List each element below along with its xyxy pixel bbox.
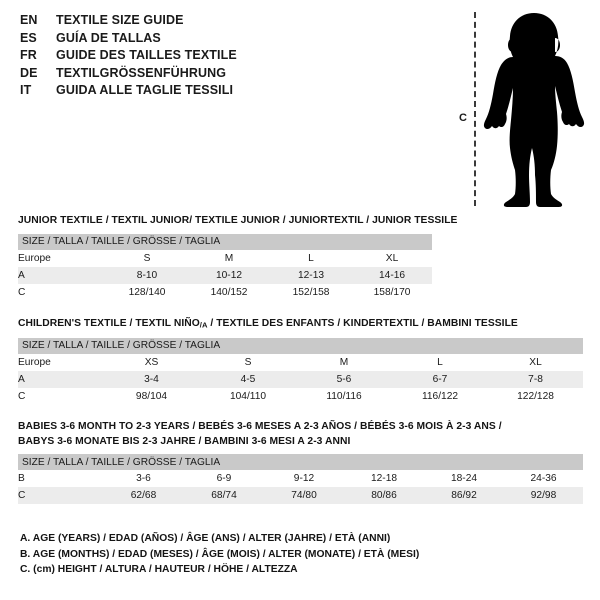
section-title-line2: BABYS 3-6 MONATE BIS 2-3 JAHRE / BAMBINI… — [18, 435, 351, 447]
language-title: GUÍA DE TALLAS — [56, 30, 161, 45]
height-guide-dashed-line — [474, 12, 476, 206]
table-cell: 152/158 — [270, 283, 352, 301]
size-table-junior: SIZE / TALLA / TAILLE / GRÖSSE / TAGLIA … — [18, 233, 433, 301]
size-section-babies: BABIES 3-6 MONTH TO 2-3 YEARS / BEBÉS 3-… — [18, 420, 584, 504]
table-cell: 14-16 — [352, 266, 433, 284]
language-title: TEXTILE SIZE GUIDE — [56, 13, 184, 27]
table-cell: 110/116 — [296, 387, 392, 405]
band-header-label: SIZE / TALLA / TAILLE / GRÖSSE / TAGLIA — [18, 454, 584, 470]
table-cell: 140/152 — [188, 283, 270, 301]
table-cell: 98/104 — [103, 387, 200, 405]
table-cell: 74/80 — [264, 487, 344, 504]
table-cell: 4-5 — [200, 370, 296, 388]
table-cell: M — [296, 353, 392, 371]
table-cell: 116/122 — [392, 387, 488, 405]
section-title: JUNIOR TEXTILE / TEXTIL JUNIOR/ TEXTILE … — [18, 215, 458, 226]
table-cell: XS — [103, 353, 200, 371]
table-band-header: SIZE / TALLA / TAILLE / GRÖSSE / TAGLIA — [18, 454, 584, 470]
language-row-fr: FR GUIDE DES TAILLES TEXTILE — [20, 48, 440, 66]
table-cell: 86/92 — [424, 487, 504, 504]
language-row-it: IT GUIDA ALLE TAGLIE TESSILI — [20, 83, 440, 101]
table-cell: 24-36 — [504, 470, 584, 487]
table-row: Europe S M L XL — [18, 249, 433, 267]
table-cell: S — [106, 249, 188, 267]
table-row: A 3-4 4-5 5-6 6-7 7-8 — [18, 370, 584, 388]
size-section-junior: JUNIOR TEXTILE / TEXTIL JUNIOR/ TEXTILE … — [18, 214, 457, 301]
row-label: C — [18, 283, 106, 301]
table-row: B 3-6 6-9 9-12 12-18 18-24 24-36 — [18, 470, 584, 487]
table-cell: 5-6 — [296, 370, 392, 388]
table-cell: 104/110 — [200, 387, 296, 405]
size-section-children: CHILDREN'S TEXTILE / TEXTIL NIÑO/A / TEX… — [18, 317, 584, 405]
table-cell: 92/98 — [504, 487, 584, 504]
table-cell: 7-8 — [488, 370, 584, 388]
language-row-es: ES GUÍA DE TALLAS — [20, 31, 440, 49]
table-cell: XL — [352, 249, 433, 267]
language-row-en: EN TEXTILE SIZE GUIDE — [20, 13, 440, 31]
language-code: IT — [20, 83, 32, 97]
table-cell: 10-12 — [188, 266, 270, 284]
language-title-list: EN TEXTILE SIZE GUIDE ES GUÍA DE TALLAS … — [20, 13, 440, 101]
language-row-de: DE TEXTILGRÖSSENFÜHRUNG — [20, 66, 440, 84]
table-cell: 18-24 — [424, 470, 504, 487]
row-label: Europe — [18, 249, 106, 267]
language-title: GUIDA ALLE TAGLIE TESSILI — [56, 83, 234, 97]
section-title-main: CHILDREN'S TEXTILE / TEXTIL NIÑO — [18, 318, 200, 329]
table-row: Europe XS S M L XL — [18, 353, 584, 371]
table-cell: 128/140 — [106, 283, 188, 301]
table-row: C 98/104 104/110 110/116 116/122 122/128 — [18, 387, 584, 405]
table-row: C 128/140 140/152 152/158 158/170 — [18, 283, 433, 301]
section-title: CHILDREN'S TEXTILE / TEXTIL NIÑO/A / TEX… — [18, 317, 583, 333]
table-cell: 9-12 — [264, 470, 344, 487]
measurement-legend: A. AGE (YEARS) / EDAD (AÑOS) / ÂGE (ANS)… — [20, 531, 580, 578]
table-band-header: SIZE / TALLA / TAILLE / GRÖSSE / TAGLIA — [18, 337, 584, 354]
language-code: ES — [20, 30, 37, 45]
legend-line-b: B. AGE (MONTHS) / EDAD (MESES) / ÂGE (MO… — [20, 548, 420, 560]
table-cell: 68/74 — [184, 487, 264, 504]
table-cell: 122/128 — [488, 387, 584, 405]
language-title: GUIDE DES TAILLES TEXTILE — [56, 48, 237, 62]
row-label: Europe — [18, 353, 103, 371]
table-cell: XL — [488, 353, 584, 371]
row-label: A — [18, 370, 103, 388]
legend-line-a: A. AGE (YEARS) / EDAD (AÑOS) / ÂGE (ANS)… — [20, 533, 391, 544]
language-title: TEXTILGRÖSSENFÜHRUNG — [56, 65, 227, 80]
section-title-line1: BABIES 3-6 MONTH TO 2-3 YEARS / BEBÉS 3-… — [18, 421, 502, 432]
height-measurement-figure: C — [450, 8, 595, 208]
row-label: C — [18, 387, 103, 405]
table-cell: 12-13 — [270, 266, 352, 284]
height-measure-label: C — [459, 112, 467, 124]
language-code: EN — [20, 13, 38, 27]
row-label: C — [18, 487, 103, 504]
language-code: FR — [20, 48, 37, 62]
row-label: B — [18, 470, 103, 487]
table-cell: 6-7 — [392, 370, 488, 388]
table-cell: 3-6 — [103, 470, 184, 487]
table-band-header: SIZE / TALLA / TAILLE / GRÖSSE / TAGLIA — [18, 233, 433, 250]
table-cell: M — [188, 249, 270, 267]
table-cell: L — [392, 353, 488, 371]
table-row: A 8-10 10-12 12-13 14-16 — [18, 266, 433, 284]
row-label: A — [18, 266, 106, 284]
table-cell: S — [200, 353, 296, 371]
legend-line-c: C. (cm) HEIGHT / ALTURA / HAUTEUR / HÖHE… — [20, 564, 298, 575]
language-code: DE — [20, 65, 38, 80]
table-cell: 62/68 — [103, 487, 184, 504]
table-cell: 12-18 — [344, 470, 424, 487]
toddler-silhouette-icon — [483, 13, 585, 207]
table-cell: 80/86 — [344, 487, 424, 504]
band-header-label: SIZE / TALLA / TAILLE / GRÖSSE / TAGLIA — [18, 233, 433, 250]
size-table-babies: SIZE / TALLA / TAILLE / GRÖSSE / TAGLIA … — [18, 454, 584, 504]
table-cell: L — [270, 249, 352, 267]
table-row: C 62/68 68/74 74/80 80/86 86/92 92/98 — [18, 487, 584, 504]
table-cell: 8-10 — [106, 266, 188, 284]
section-title-subscript: /A — [199, 320, 208, 330]
section-title-rest: / TEXTILE DES ENFANTS / KINDERTEXTIL / B… — [207, 318, 518, 329]
table-cell: 158/170 — [352, 283, 433, 301]
band-header-label: SIZE / TALLA / TAILLE / GRÖSSE / TAGLIA — [18, 337, 584, 354]
table-cell: 6-9 — [184, 470, 264, 487]
size-table-children: SIZE / TALLA / TAILLE / GRÖSSE / TAGLIA … — [18, 337, 584, 405]
table-cell: 3-4 — [103, 370, 200, 388]
